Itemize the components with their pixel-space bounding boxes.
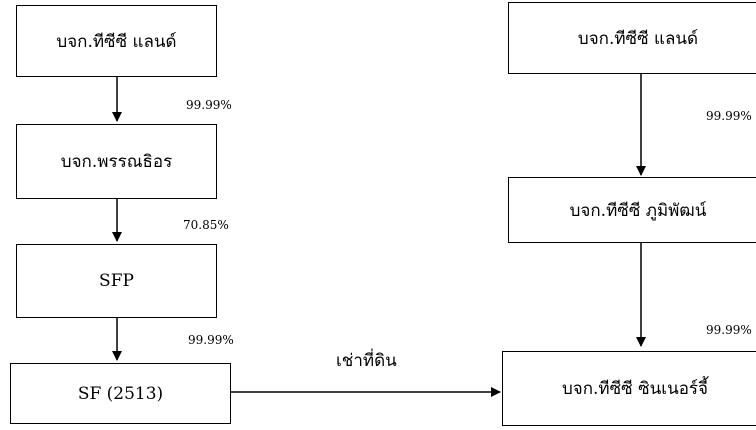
right-ownership-1: 99.99% [706,109,752,123]
right-ownership-2: 99.99% [706,323,752,337]
lease-label: เช่าที่ดิน [336,351,397,371]
left-company-sfp-label: SFP [99,271,134,291]
left-company-sf-2513: SF (2513) [10,363,231,424]
right-company-tcc-phumiphat-label: บจก.ทีซีซี ภูมิพัฒน์ [569,200,707,221]
left-company-tcc-land-label: บจก.ทีซีซี แลนด์ [56,31,177,52]
left-company-phanthiorn: บจก.พรรณธิอร [16,124,217,199]
right-company-tcc-synergy-label: บจก.ทีซีซี ซินเนอร์จี้ [561,379,709,399]
left-company-phanthiorn-label: บจก.พรรณธิอร [60,152,173,172]
right-company-tcc-land-label: บจก.ทีซีซี แลนด์ [577,28,699,49]
right-company-tcc-land: บจก.ทีซีซี แลนด์ [508,2,756,74]
left-company-sfp: SFP [16,244,217,318]
left-company-tcc-land: บจก.ทีซีซี แลนด์ [16,5,217,77]
left-company-sf-2513-label: SF (2513) [77,383,164,404]
left-ownership-2: 70.85% [183,218,229,232]
left-ownership-1: 99.99% [186,98,232,112]
right-company-tcc-phumiphat: บจก.ทีซีซี ภูมิพัฒน์ [508,177,756,243]
left-ownership-3: 99.99% [188,333,234,347]
right-company-tcc-synergy: บจก.ทีซีซี ซินเนอร์จี้ [502,351,756,426]
